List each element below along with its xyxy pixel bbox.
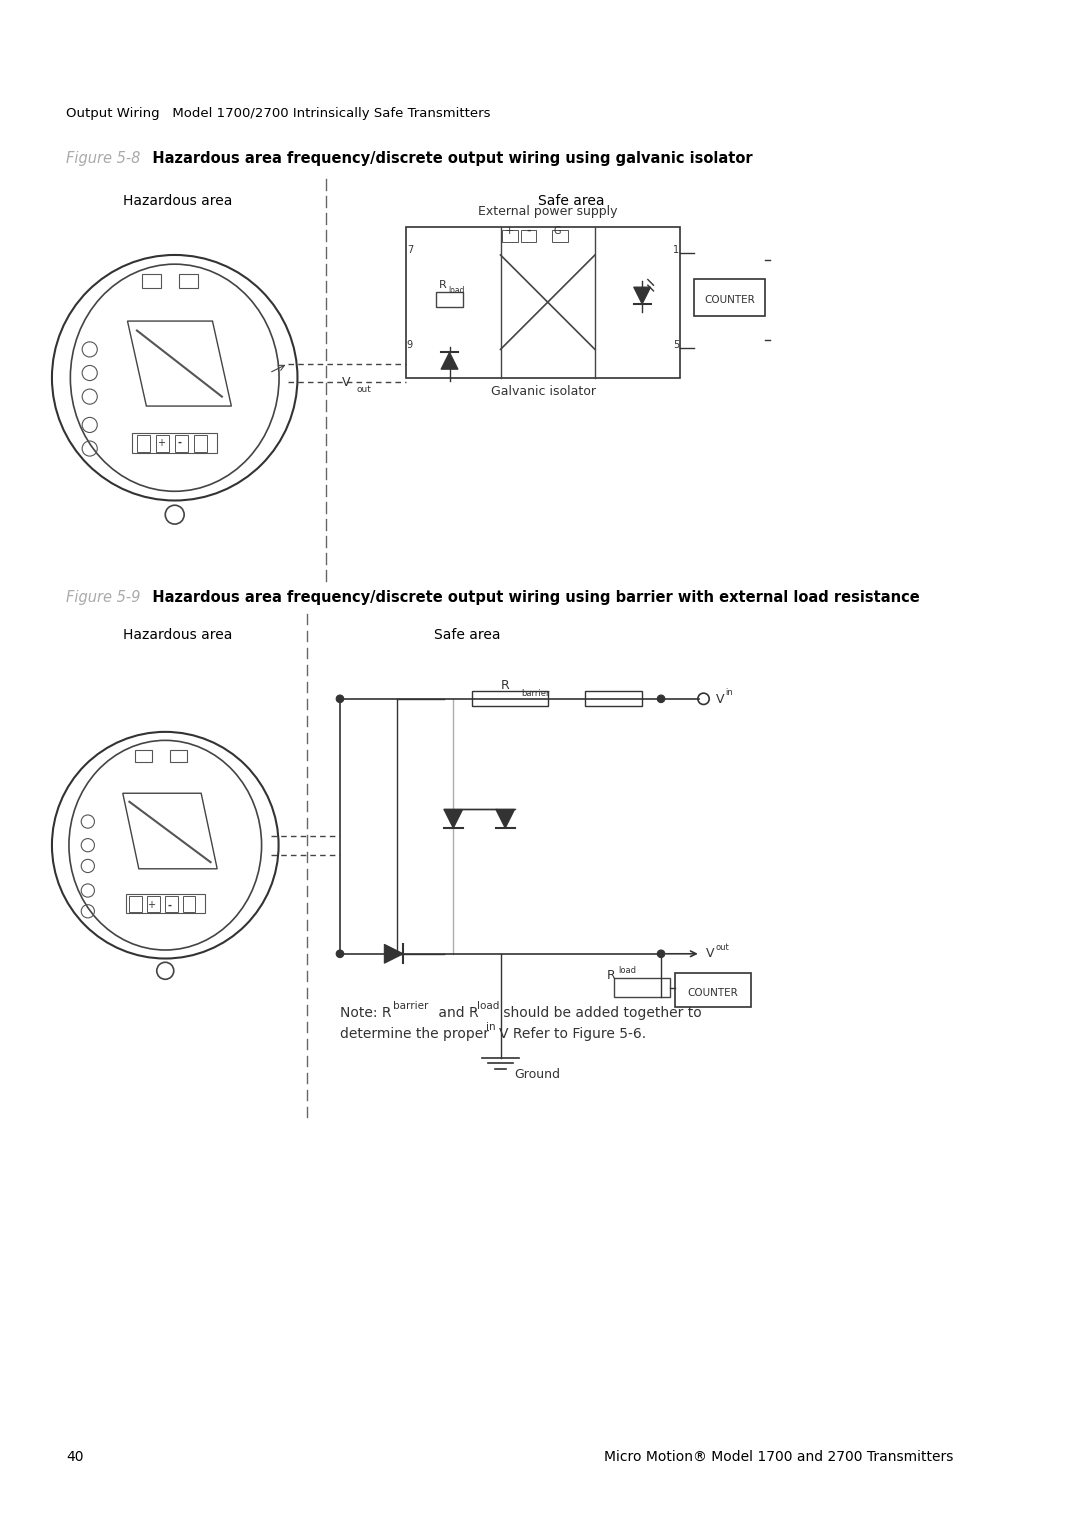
Text: V Refer to Figure 5-6.: V Refer to Figure 5-6. bbox=[499, 1026, 646, 1040]
Circle shape bbox=[336, 950, 343, 957]
Bar bbox=[436, 292, 462, 307]
Text: Figure 5-9: Figure 5-9 bbox=[66, 591, 140, 605]
Bar bbox=[130, 896, 141, 912]
Bar bbox=[675, 973, 751, 1006]
Bar bbox=[613, 979, 671, 997]
Text: R: R bbox=[606, 970, 615, 982]
Text: Safe area: Safe area bbox=[538, 194, 605, 208]
Text: Hazardous area: Hazardous area bbox=[123, 628, 232, 641]
Bar bbox=[165, 896, 177, 912]
Bar bbox=[184, 896, 195, 912]
Text: R: R bbox=[440, 279, 447, 290]
Text: out: out bbox=[357, 385, 372, 394]
Bar bbox=[141, 273, 161, 289]
Bar bbox=[132, 432, 217, 454]
Text: External power supply: External power supply bbox=[478, 205, 618, 218]
Text: barrier: barrier bbox=[393, 1002, 429, 1011]
Bar bbox=[125, 895, 205, 913]
Text: R: R bbox=[501, 680, 510, 692]
Text: 7: 7 bbox=[407, 244, 413, 255]
Text: should be added together to: should be added together to bbox=[499, 1006, 701, 1020]
Text: +: + bbox=[505, 226, 515, 237]
Bar bbox=[585, 692, 643, 707]
Bar bbox=[179, 273, 199, 289]
Text: V: V bbox=[342, 376, 350, 389]
Polygon shape bbox=[444, 809, 462, 828]
Polygon shape bbox=[441, 353, 458, 370]
Bar bbox=[694, 278, 765, 316]
Text: V: V bbox=[716, 693, 725, 705]
Text: -: - bbox=[177, 438, 181, 447]
Text: Figure 5-8: Figure 5-8 bbox=[66, 151, 140, 166]
Text: Hazardous area frequency/discrete output wiring using barrier with external load: Hazardous area frequency/discrete output… bbox=[137, 591, 920, 605]
Text: Galvanic isolator: Galvanic isolator bbox=[490, 385, 595, 397]
Bar bbox=[137, 435, 150, 452]
Text: 9: 9 bbox=[407, 339, 413, 350]
Text: +: + bbox=[147, 901, 156, 910]
Circle shape bbox=[658, 950, 665, 957]
Text: -: - bbox=[527, 226, 531, 237]
Text: 1: 1 bbox=[673, 244, 679, 255]
Circle shape bbox=[658, 695, 665, 702]
Bar bbox=[170, 750, 187, 762]
Bar bbox=[193, 435, 206, 452]
Bar bbox=[175, 435, 188, 452]
Text: out: out bbox=[716, 944, 730, 951]
Bar bbox=[553, 231, 568, 241]
Text: COUNTER: COUNTER bbox=[688, 988, 739, 997]
Text: Hazardous area frequency/discrete output wiring using galvanic isolator: Hazardous area frequency/discrete output… bbox=[137, 151, 753, 166]
Bar bbox=[472, 692, 548, 707]
Text: Ground: Ground bbox=[515, 1069, 561, 1081]
Circle shape bbox=[336, 695, 343, 702]
Bar bbox=[522, 231, 537, 241]
Text: Output Wiring   Model 1700/2700 Intrinsically Safe Transmitters: Output Wiring Model 1700/2700 Intrinsica… bbox=[66, 107, 490, 119]
Text: COUNTER: COUNTER bbox=[704, 295, 755, 305]
Text: load: load bbox=[477, 1002, 499, 1011]
Text: barrier: barrier bbox=[522, 689, 550, 698]
Text: G: G bbox=[553, 226, 561, 237]
Polygon shape bbox=[634, 287, 650, 304]
Text: Hazardous area: Hazardous area bbox=[123, 194, 232, 208]
Text: Micro Motion® Model 1700 and 2700 Transmitters: Micro Motion® Model 1700 and 2700 Transm… bbox=[605, 1449, 954, 1463]
Bar bbox=[147, 896, 160, 912]
Text: in: in bbox=[486, 1022, 496, 1032]
Text: and R: and R bbox=[434, 1006, 480, 1020]
Bar bbox=[406, 226, 680, 377]
Bar bbox=[156, 435, 170, 452]
Text: determine the proper: determine the proper bbox=[340, 1026, 489, 1040]
Polygon shape bbox=[384, 944, 403, 964]
Text: Note: R: Note: R bbox=[340, 1006, 391, 1020]
Text: load: load bbox=[619, 965, 636, 974]
Text: load: load bbox=[448, 286, 465, 295]
Polygon shape bbox=[496, 809, 515, 828]
Text: Safe area: Safe area bbox=[434, 628, 501, 641]
Text: 5: 5 bbox=[673, 339, 679, 350]
Text: in: in bbox=[726, 689, 733, 696]
Text: V: V bbox=[706, 947, 715, 959]
Text: 40: 40 bbox=[66, 1449, 83, 1463]
Text: +: + bbox=[157, 438, 164, 447]
Text: -: - bbox=[168, 901, 172, 910]
Bar bbox=[135, 750, 152, 762]
Bar bbox=[502, 231, 517, 241]
